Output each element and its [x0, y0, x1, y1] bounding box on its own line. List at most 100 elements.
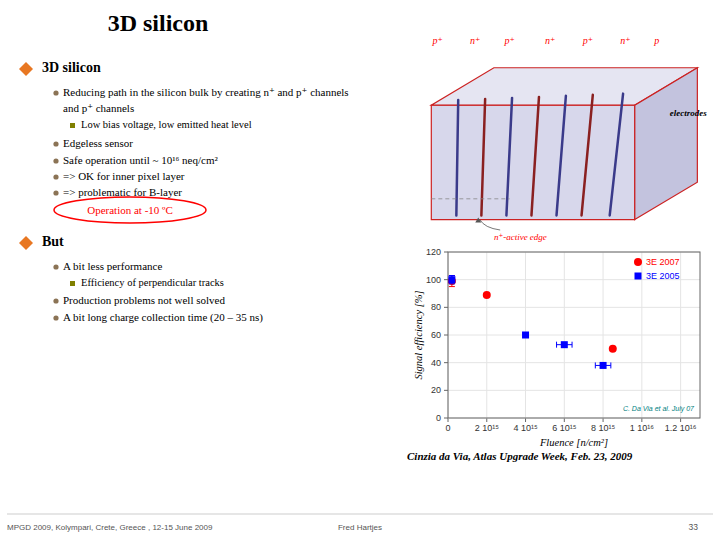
diagram-electrode: [610, 94, 623, 216]
error-bar: [449, 276, 455, 284]
bullet-dot: [53, 190, 58, 195]
diagram-label: n⁺: [470, 35, 480, 46]
diagram-label: n⁺: [620, 35, 630, 46]
diagram-electrode: [531, 97, 539, 216]
citation: Cinzia da Via, Atlas Upgrade Week, Feb. …: [407, 450, 633, 462]
slide: 3D silicon3D siliconReducing path in the…: [0, 0, 720, 540]
diagram-label: n⁺-active edge: [494, 232, 547, 242]
bullet-text: and p⁺ channels: [63, 102, 134, 114]
footer: 33: [689, 522, 699, 532]
legend-marker: [635, 273, 642, 280]
bullet-text: Edgeless sensor: [63, 137, 133, 149]
tick-mark: [444, 279, 448, 280]
scatter-point: [600, 362, 607, 369]
tick-label: 1 10¹⁶: [630, 423, 655, 433]
error-bar-cap: [556, 342, 557, 348]
diagram-dashed-line: [431, 198, 509, 199]
bullet-dot: [53, 264, 58, 269]
tick-mark: [444, 335, 448, 336]
bullet-square: [70, 281, 75, 286]
scatter-point: [522, 332, 529, 339]
tick-mark: [444, 418, 448, 419]
plot: 02 10¹⁵4 10¹⁵6 10¹⁵8 10¹⁵1 10¹⁶1.2 10¹⁶0…: [413, 247, 701, 448]
error-bar-cap: [610, 362, 611, 368]
scatter-point: [483, 291, 491, 299]
tick-mark: [486, 418, 487, 422]
tick-label: 1.2 10¹⁶: [665, 423, 697, 433]
title: 3D silicon: [108, 10, 209, 36]
tick-label: 0: [436, 413, 441, 423]
bullet-text: Production problems not well solved: [63, 294, 225, 306]
diagram-label: p⁺: [431, 35, 442, 46]
error-bar-cap: [449, 286, 455, 287]
grid-line: [448, 362, 700, 363]
diagram-arrow: [480, 220, 500, 230]
tick-label: 120: [426, 247, 441, 257]
scatter-point: [448, 277, 456, 285]
bullet-square: [70, 123, 75, 128]
tick-label: 6 10¹⁵: [552, 423, 577, 433]
plot-background: [448, 252, 700, 418]
diagram-electrode: [481, 99, 485, 215]
bullet-diamond: [19, 236, 33, 250]
diagram-label: p: [653, 35, 659, 46]
diagram-electrode: [557, 96, 566, 216]
bullet-header: But: [42, 234, 64, 249]
legend-entry: 3E 2007: [646, 257, 680, 267]
diagram-right: [635, 68, 698, 220]
tick-mark: [444, 307, 448, 308]
error-bar: [595, 362, 611, 368]
error-bar-cap: [449, 275, 455, 276]
bullet-text: => problematic for B-layer: [63, 186, 182, 198]
tick-mark: [444, 390, 448, 391]
tick-mark: [448, 418, 449, 422]
footer: MPGD 2009, Kolympari, Crete, Greece , 12…: [7, 523, 213, 532]
axis-label: Signal efficiency [%]: [413, 290, 424, 379]
tick-label: 8 10¹⁵: [591, 423, 616, 433]
diagram-arrowhead: [475, 218, 481, 223]
tick-label: 60: [431, 330, 441, 340]
diagram-label: p⁺: [503, 35, 514, 46]
tick-label: 4 10¹⁵: [513, 423, 538, 433]
grid-line: [448, 307, 700, 308]
tick-mark: [444, 252, 448, 253]
bullet-dot: [53, 158, 58, 163]
tick-mark: [603, 418, 604, 422]
diagram-label: n⁺: [545, 35, 555, 46]
axis-label: Fluence [n/cm²]: [539, 437, 608, 448]
error-bar-cap: [572, 342, 573, 348]
bullet-text: A bit long charge collection time (20 – …: [63, 311, 263, 324]
sub-bullet-text: Efficiency of perpendicular tracks: [81, 277, 224, 288]
marks: [448, 276, 617, 369]
bullet-dot: [53, 174, 58, 179]
error-bar: [557, 342, 573, 348]
diagram-label: p⁺: [582, 35, 593, 46]
tick-mark: [564, 418, 565, 422]
bullet-dot: [53, 315, 58, 320]
footer-line: [7, 514, 713, 515]
error-bar-cap: [449, 275, 455, 276]
bullet-text: Safe operation until ~ 10¹⁶ neq/cm²: [63, 154, 218, 166]
error-bar-cap: [595, 362, 596, 368]
legend: 3E 2007 3E 2005: [634, 257, 680, 281]
error-bar-cap: [449, 283, 455, 284]
legend-entry: 3E 2005: [646, 271, 680, 281]
tick-mark: [641, 418, 642, 422]
scatter-point: [448, 276, 455, 283]
annotation: Operation at -10 ºC: [87, 204, 173, 216]
legend-marker: [634, 258, 642, 266]
bullet-diamond: [19, 62, 33, 76]
diagram-electrode: [582, 95, 593, 216]
bullet-dot: [53, 90, 58, 95]
sub-bullet-text: Low bias voltage, low emitted heat level: [81, 119, 252, 130]
scatter-point: [609, 345, 617, 353]
bullet-text: A bit less performance: [63, 260, 162, 272]
tick-mark: [680, 418, 681, 422]
bullet-header: 3D silicon: [42, 60, 101, 75]
tick-label: 2 10¹⁵: [475, 423, 500, 433]
diagram-label: electrodes: [670, 108, 707, 118]
highlight-ellipse: [54, 197, 206, 223]
diagram-electrode: [456, 100, 458, 215]
error-bar: [449, 276, 455, 287]
grid-line: [448, 335, 700, 336]
